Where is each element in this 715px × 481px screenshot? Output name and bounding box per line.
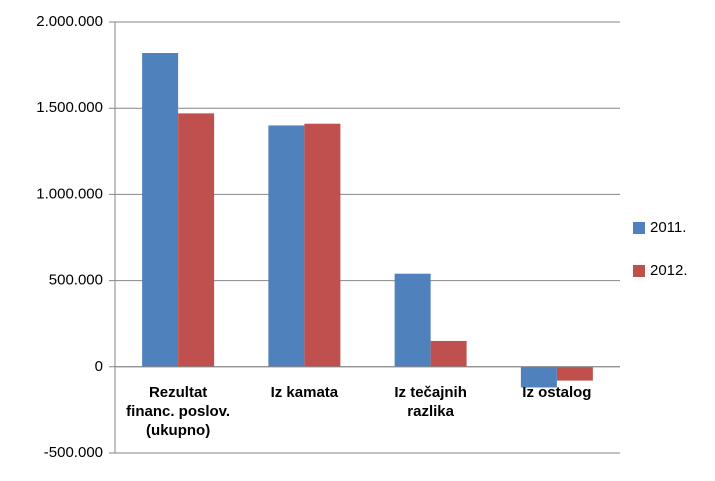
bar	[304, 123, 341, 367]
bar	[520, 366, 557, 388]
x-tick-label: Rezultat financ. poslov. (ukupno)	[126, 383, 231, 439]
y-tick-label: 1.500.000	[36, 99, 103, 116]
legend-label: 2011.	[650, 219, 686, 236]
bar	[394, 273, 431, 367]
x-tick-label: Iz tečajnih razlika	[394, 383, 467, 420]
y-tick-label: 500.000	[49, 272, 103, 289]
y-tick-label: -500.000	[44, 444, 103, 461]
bar	[556, 366, 593, 381]
bar	[178, 113, 215, 367]
legend-swatch	[633, 265, 645, 277]
y-tick-label: 1.000.000	[36, 185, 103, 202]
bar	[430, 340, 467, 367]
bar	[268, 125, 305, 367]
y-tick-label: 0	[95, 358, 103, 375]
x-tick-label: Iz ostalog	[522, 383, 592, 401]
y-tick-label: 2.000.000	[36, 13, 103, 30]
legend-label: 2012.	[650, 262, 688, 279]
legend-swatch	[633, 222, 645, 234]
x-tick-label: Iz kamata	[270, 383, 339, 401]
bar	[142, 53, 179, 367]
